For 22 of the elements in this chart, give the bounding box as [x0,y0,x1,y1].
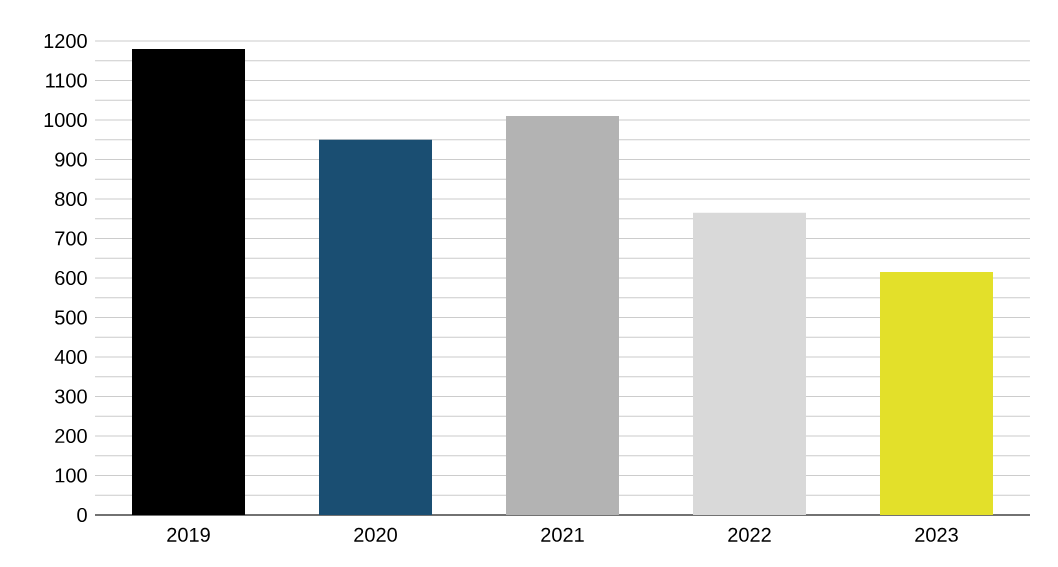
y-tick-label: 100 [55,468,87,483]
y-tick-label: 1000 [44,112,87,128]
y-tick-label: 800 [55,191,87,207]
x-tick-label: 2019 [167,527,210,542]
bar [879,272,993,515]
x-tick-label: 2020 [354,527,397,542]
y-tick-label: 900 [55,152,87,167]
x-tick-label: 2022 [728,527,771,542]
x-tick-label: 2021 [541,527,584,542]
y-tick-label: 400 [54,349,87,365]
y-tick-label: 300 [55,389,87,404]
y-tick-label: 1200 [44,33,87,49]
bar [506,116,619,515]
y-tick-label: 1100 [46,73,87,88]
bar [319,139,432,515]
y-tick-label: 700 [55,231,87,246]
bar [693,212,806,515]
x-tick-label: 2023 [915,527,958,542]
y-tick-label: 500 [55,310,87,325]
y-tick-label: 200 [55,428,87,444]
y-tick-label: 600 [55,270,87,286]
y-tick-label: 0 [77,507,87,523]
